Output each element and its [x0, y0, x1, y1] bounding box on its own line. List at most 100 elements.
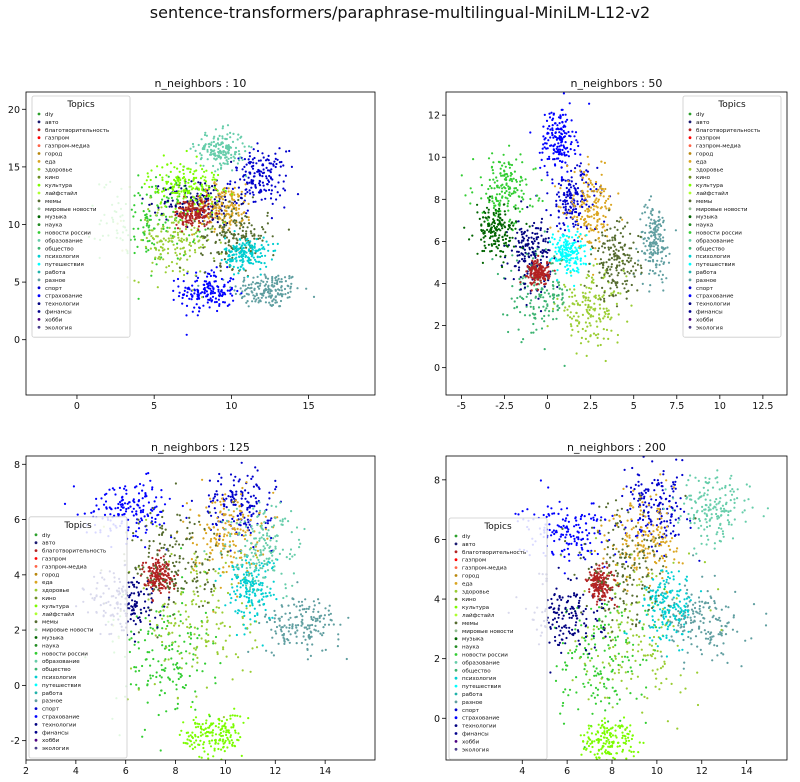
scatter-point: [490, 187, 493, 190]
scatter-point: [237, 211, 240, 214]
legend-entry: работа: [696, 270, 717, 276]
scatter-point: [599, 184, 603, 187]
scatter-point: [105, 507, 108, 510]
scatter-point: [562, 206, 565, 209]
scatter-point: [178, 258, 181, 261]
scatter-point: [153, 506, 156, 509]
scatter-point: [256, 469, 259, 472]
scatter-point: [247, 216, 250, 219]
scatter-point: [615, 266, 618, 270]
scatter-point: [571, 291, 574, 294]
legend-entry: образование: [696, 238, 734, 244]
scatter-point: [498, 186, 501, 189]
scatter-point: [271, 636, 274, 639]
scatter-point: [560, 153, 564, 156]
scatter-point: [488, 195, 492, 198]
scatter-point: [148, 224, 151, 227]
scatter-point: [613, 290, 616, 293]
scatter-point: [580, 237, 584, 240]
scatter-point: [163, 503, 167, 506]
scatter-point: [510, 269, 513, 272]
scatter-point: [460, 174, 463, 177]
scatter-point: [551, 269, 555, 272]
scatter-point: [491, 152, 494, 155]
scatter-point: [540, 272, 543, 275]
scatter-point: [327, 609, 330, 612]
scatter-point: [616, 257, 619, 260]
scatter-point: [649, 212, 652, 215]
scatter-point: [644, 203, 647, 206]
scatter-point: [232, 299, 235, 302]
scatter-point: [583, 194, 586, 197]
scatter-point: [234, 153, 237, 156]
scatter-point: [493, 187, 496, 190]
scatter-point: [557, 205, 560, 208]
scatter-point: [137, 527, 141, 530]
scatter-point: [210, 141, 213, 144]
scatter-point: [126, 502, 129, 505]
scatter-point: [504, 237, 507, 241]
scatter-point: [329, 612, 332, 615]
scatter-point: [549, 128, 552, 131]
scatter-point: [188, 255, 191, 258]
scatter-point: [551, 257, 554, 260]
scatter-point: [267, 295, 270, 298]
scatter-point: [133, 486, 137, 489]
scatter-point: [161, 246, 164, 249]
scatter-point: [486, 228, 489, 231]
legend-marker: [37, 167, 41, 171]
scatter-point: [260, 254, 264, 258]
scatter-point: [119, 508, 122, 512]
scatter-point: [304, 598, 307, 601]
scatter-point: [521, 236, 524, 239]
scatter-point: [143, 230, 146, 233]
scatter-point: [283, 276, 287, 279]
scatter-point: [270, 295, 273, 298]
scatter-point: [596, 336, 599, 339]
scatter-point: [602, 294, 605, 297]
scatter-point: [304, 610, 308, 614]
scatter-point: [135, 615, 138, 618]
scatter-point: [520, 233, 524, 236]
scatter-point: [656, 249, 659, 252]
scatter-point: [260, 296, 263, 299]
scatter-point: [185, 650, 188, 653]
scatter-point: [229, 495, 232, 498]
scatter-point: [559, 257, 563, 260]
scatter-point: [209, 198, 212, 201]
scatter-point: [576, 240, 580, 243]
scatter-point: [581, 300, 584, 304]
scatter-point: [135, 512, 138, 516]
scatter-point: [539, 228, 542, 232]
scatter-point: [226, 160, 229, 163]
legend-entry: музыка: [696, 215, 718, 221]
scatter-point: [588, 241, 591, 244]
scatter-point: [561, 293, 564, 296]
scatter-point: [572, 225, 575, 228]
scatter-point: [196, 314, 199, 317]
scatter-point: [226, 124, 230, 127]
scatter-point: [507, 199, 510, 203]
scatter-point: [212, 164, 215, 168]
scatter-point: [254, 185, 257, 188]
scatter-point: [502, 250, 505, 253]
scatter-point: [240, 213, 243, 216]
legend-marker: [37, 199, 41, 203]
scatter-point: [252, 494, 255, 497]
scatter-point: [178, 270, 181, 273]
scatter-point: [511, 285, 514, 288]
scatter-point: [235, 166, 238, 169]
scatter-point: [520, 200, 523, 203]
scatter-point: [544, 248, 547, 251]
scatter-point: [183, 194, 186, 197]
scatter-point: [166, 619, 169, 622]
scatter-point: [278, 194, 282, 197]
scatter-point: [212, 173, 215, 176]
scatter-point: [243, 222, 246, 225]
scatter-point: [250, 165, 253, 168]
scatter-point: [225, 156, 228, 159]
scatter-point: [603, 297, 606, 300]
scatter-point: [197, 284, 200, 287]
scatter-point: [281, 634, 284, 637]
figure-title: sentence-transformers/paraphrase-multili…: [149, 3, 651, 22]
